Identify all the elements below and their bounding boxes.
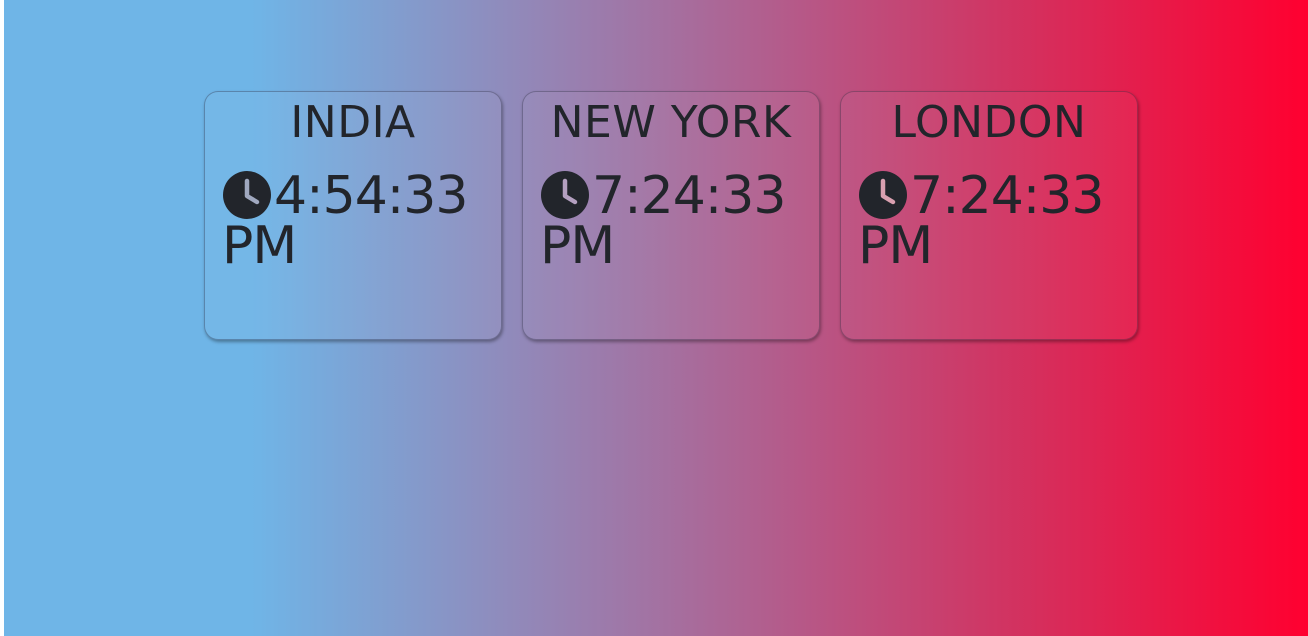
clock-card-london: LONDON 7:24:33 PM xyxy=(840,91,1138,340)
time-display: 7:24:33 PM xyxy=(858,170,1129,272)
time-text: 4:54:33 PM xyxy=(222,166,468,276)
clock-icon xyxy=(222,170,272,220)
clock-cards: INDIA 4:54:33 PM NEW YORK 7:24:3 xyxy=(204,91,1138,340)
gradient-background: INDIA 4:54:33 PM NEW YORK 7:24:3 xyxy=(4,0,1308,636)
time-display: 7:24:33 PM xyxy=(540,170,811,272)
time-text: 7:24:33 PM xyxy=(858,166,1104,276)
clock-card-new-york: NEW YORK 7:24:33 PM xyxy=(522,91,820,340)
city-name: NEW YORK xyxy=(550,97,792,148)
clock-icon xyxy=(858,170,908,220)
time-display: 4:54:33 PM xyxy=(222,170,493,272)
time-text: 7:24:33 PM xyxy=(540,166,786,276)
city-name: LONDON xyxy=(891,97,1087,148)
clock-card-india: INDIA 4:54:33 PM xyxy=(204,91,502,340)
city-name: INDIA xyxy=(290,97,416,148)
clock-icon xyxy=(540,170,590,220)
